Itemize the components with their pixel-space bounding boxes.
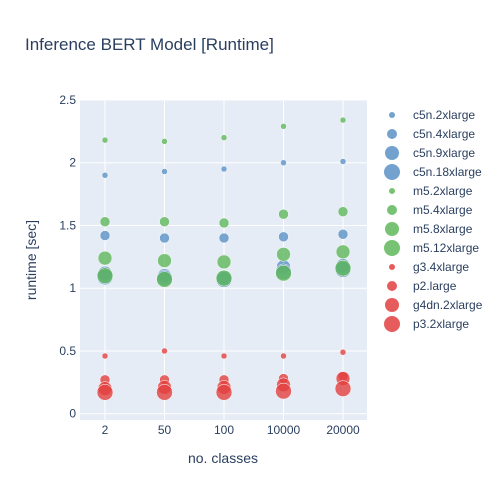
data-point[interactable]	[218, 217, 230, 229]
x-axis-title: no. classes	[188, 450, 258, 466]
data-point[interactable]	[161, 347, 168, 355]
x-tick-labels: 2 50 100 10000 20000	[102, 423, 360, 437]
data-point[interactable]	[97, 250, 113, 266]
legend-marker	[387, 129, 397, 139]
legend[interactable]: c5n.2xlarge c5n.4xlarge c5n.9xlarge c5n.18x…	[384, 108, 483, 332]
data-point[interactable]	[216, 254, 232, 270]
data-point[interactable]	[280, 159, 287, 166]
legend-marker	[384, 164, 400, 180]
y-tick-label: 0.5	[59, 344, 76, 358]
data-point[interactable]	[337, 229, 349, 240]
data-point[interactable]	[339, 116, 347, 124]
legend-item[interactable]: c5n.9xlarge	[385, 146, 475, 160]
legend-marker	[387, 281, 397, 291]
data-point[interactable]	[337, 206, 349, 217]
legend-item[interactable]: m5.4xlarge	[387, 203, 473, 217]
data-point[interactable]	[101, 352, 109, 360]
data-point[interactable]	[157, 253, 172, 268]
legend-label: c5n.9xlarge	[413, 146, 475, 160]
legend-item[interactable]: m5.8xlarge	[385, 222, 473, 236]
data-point[interactable]	[220, 352, 228, 360]
data-point[interactable]	[334, 259, 352, 277]
legend-item[interactable]: c5n.4xlarge	[387, 127, 475, 141]
legend-marker	[385, 146, 399, 160]
legend-item[interactable]: g3.4xlarge	[389, 260, 469, 274]
y-tick-labels: 0 0.5 1 1.5 2 2.5	[59, 93, 76, 421]
data-points	[96, 116, 352, 401]
legend-item[interactable]: m5.2xlarge	[389, 184, 473, 198]
legend-label: c5n.2xlarge	[413, 108, 475, 122]
y-tick-label: 0	[69, 407, 76, 421]
data-point[interactable]	[218, 232, 230, 244]
legend-marker	[387, 205, 397, 215]
x-tick-label: 2	[102, 423, 109, 437]
y-tick-label: 2	[69, 156, 76, 170]
legend-label: m5.4xlarge	[413, 203, 473, 217]
chart-title: Inference BERT Model [Runtime]	[25, 35, 274, 54]
data-point[interactable]	[278, 231, 289, 243]
legend-item[interactable]: c5n.2xlarge	[389, 108, 475, 122]
legend-marker	[385, 298, 399, 312]
legend-label: g4dn.2xlarge	[413, 298, 483, 312]
legend-marker	[389, 188, 395, 194]
legend-label: m5.8xlarge	[413, 222, 473, 236]
legend-marker	[384, 240, 400, 256]
data-point[interactable]	[99, 230, 111, 241]
legend-item[interactable]: m5.12xlarge	[384, 240, 479, 256]
x-tick-label: 20000	[326, 423, 360, 437]
data-point[interactable]	[96, 384, 114, 401]
data-point[interactable]	[161, 168, 168, 175]
data-point[interactable]	[339, 158, 347, 165]
legend-item[interactable]: p3.2xlarge	[384, 316, 469, 332]
legend-item[interactable]: g4dn.2xlarge	[385, 298, 483, 312]
x-tick-label: 50	[158, 423, 172, 437]
data-point[interactable]	[220, 165, 228, 173]
x-tick-label: 100	[214, 423, 234, 437]
legend-marker	[389, 112, 395, 118]
data-point[interactable]	[156, 271, 173, 288]
legend-label: m5.2xlarge	[413, 184, 473, 198]
data-point[interactable]	[215, 269, 233, 287]
data-point[interactable]	[101, 136, 109, 144]
data-point[interactable]	[220, 134, 228, 141]
legend-marker	[385, 222, 399, 236]
data-point[interactable]	[96, 267, 114, 284]
legend-label: p2.large	[413, 279, 457, 293]
data-point[interactable]	[101, 172, 109, 179]
legend-item[interactable]: c5n.18xlarge	[384, 164, 482, 180]
data-point[interactable]	[156, 384, 173, 401]
data-point[interactable]	[99, 216, 111, 227]
legend-marker	[384, 316, 400, 332]
data-point[interactable]	[339, 348, 347, 356]
legend-label: c5n.18xlarge	[413, 165, 482, 179]
data-point[interactable]	[159, 216, 170, 227]
legend-label: c5n.4xlarge	[413, 127, 475, 141]
legend-label: m5.12xlarge	[413, 241, 479, 255]
legend-label: g3.4xlarge	[413, 260, 469, 274]
y-tick-label: 1	[69, 281, 76, 295]
y-tick-label: 1.5	[59, 218, 76, 232]
data-point[interactable]	[275, 382, 292, 400]
data-point[interactable]	[280, 352, 287, 360]
data-point[interactable]	[280, 123, 287, 130]
x-tick-label: 10000	[267, 423, 301, 437]
y-axis-title: runtime [sec]	[23, 220, 39, 300]
legend-marker	[389, 264, 395, 270]
data-point[interactable]	[278, 208, 289, 220]
data-point[interactable]	[161, 138, 168, 145]
legend-label: p3.2xlarge	[413, 317, 469, 331]
data-point[interactable]	[275, 264, 292, 282]
data-point[interactable]	[335, 244, 351, 260]
y-tick-label: 2.5	[59, 93, 76, 107]
data-point[interactable]	[334, 380, 352, 397]
data-point[interactable]	[276, 247, 291, 262]
data-point[interactable]	[159, 232, 170, 244]
data-point[interactable]	[215, 384, 233, 401]
legend-item[interactable]: p2.large	[387, 279, 457, 293]
